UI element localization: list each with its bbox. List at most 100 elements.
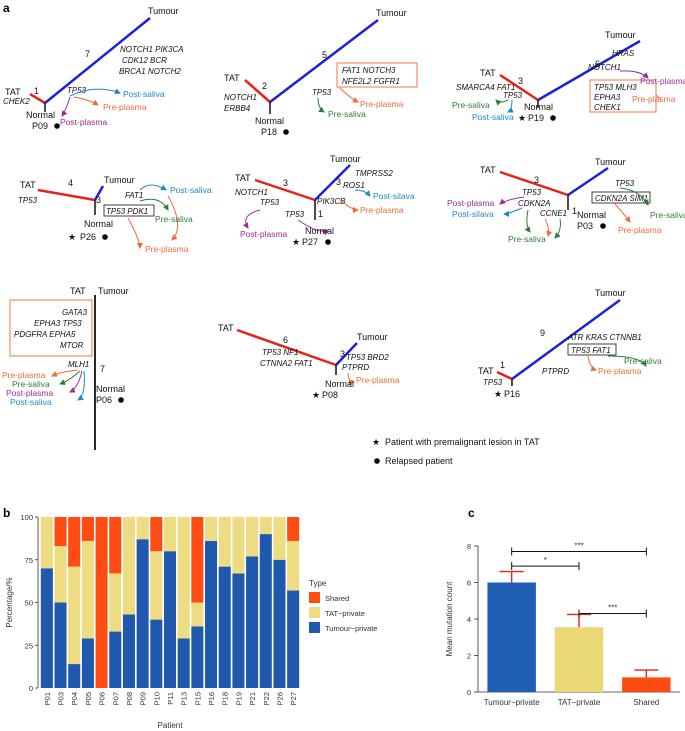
y-tick-label: 100 [20,513,33,522]
trunk-count: 1 [34,86,39,96]
tree-p19: Tumour TAT 3 6 SMARCA4 FAT1 TP53 HRAS NO… [452,30,685,123]
gene-label: NOTCH1 [588,63,621,72]
sample-label: Pre-saliva [508,234,546,244]
gene-label: TP53 [503,91,523,100]
tat-label: TAT [70,286,86,296]
bar-segment [246,556,259,688]
bar-segment [273,559,286,688]
branch-count: 3 [96,195,101,205]
bar-segment [54,602,67,688]
bar-segment [246,517,259,557]
bar-segment [150,551,163,620]
sample-label: Pre-plasma [145,244,189,254]
gene-label: PTPRD [342,363,369,372]
tree-p27: Tumour TAT 3 3 1 TMPRSS2 ROS1 PIK3CB NOT… [235,154,415,247]
x-tick-label: P10 [152,692,161,705]
normal-label: Normal [96,384,125,394]
gene-box [567,343,617,356]
bar-segment [136,517,149,540]
bar-segment [218,517,231,567]
x-tick-label: P16 [207,692,216,705]
gene-label: CTNNA2 FAT1 [260,359,313,368]
gene-label: TP53 MLH3 [594,83,637,92]
sample-label: Pre-saliva [328,109,366,119]
sample-label: Post-silava [452,209,494,219]
gene-label: TP53 NF1 [262,348,298,357]
x-tick-label: TAT−private [558,698,601,707]
patient-label: P09 [32,121,48,131]
bar-segment [109,631,122,688]
bar-segment [81,638,94,688]
gene-box [103,204,155,217]
bar-segment [54,517,67,547]
sample-label: Pre-plasma [618,225,662,235]
gene-label: SMARCA4 FAT1 [456,83,515,92]
gene-label: TP53 [260,198,280,207]
sample-label: Pre-saliva [12,379,50,389]
gene-label: CDKN2A SIM1 [595,194,648,203]
x-tick-label: P01 [43,692,52,705]
bar-segment [273,517,286,560]
gene-box [591,191,651,204]
gene-label: ROS1 [343,181,365,190]
sample-label: Post-saliva [472,112,514,122]
trunk-count: 3 [534,175,539,185]
gene-label: MTOR [60,341,84,350]
branch-count: 7 [100,364,105,374]
x-tick-label: Shared [633,698,659,707]
x-tick-label: P21 [248,692,257,705]
gene-label: CCNE1 [540,209,567,218]
tree-p18: Tumour TAT 2 5 NOTCH1 ERBB4 FAT1 NOTCH3 … [224,8,418,137]
y-tick-label: 2 [467,652,471,661]
tat-label: TAT [235,173,251,183]
tat-label: TAT [20,180,36,190]
premalignant-marker: ★ [312,390,320,400]
trunk-count: 3 [518,76,523,86]
y-axis-label: Mean mutation count [445,581,454,656]
tumour-label: Tumour [595,157,626,167]
gene-box [589,79,657,113]
legend-label: TAT−private [325,609,365,618]
gene-label: PTPRD [542,367,569,376]
y-tick-label: 50 [25,599,33,608]
chart-b: 0 25 50 75 100 P01 P03 P04 P05 P06 P07 P08 P09 P10 P11… [5,513,377,730]
normal-label: Normal [305,226,334,236]
trunk-count: 4 [68,178,73,188]
bar-segment [54,546,67,603]
gene-label: EPHA3 TP53 [34,319,82,328]
relapsed-marker [54,123,60,129]
sample-label: Post-saliva [170,185,212,195]
bar-segment [191,602,204,627]
bar-segment [232,517,245,574]
branch-count: 1 [318,209,323,219]
bar-segment [259,517,272,535]
premalignant-marker: ★ [494,389,502,399]
x-tick-label: P07 [111,692,120,705]
sample-label: Post-plasma [640,76,685,86]
gene-label: CHEK2 [3,97,30,106]
x-tick-label: P13 [180,692,189,705]
legend-a: ★ Patient with premalignant lesion in TA… [372,437,540,466]
bar-segment [177,517,190,639]
y-tick-label: 6 [467,579,471,588]
y-axis-label: Percentage/% [5,577,14,627]
normal-label: Normal [84,219,113,229]
bar-segment [81,540,94,639]
sample-label: Post-plasma [447,198,495,208]
tree-p09: Tumour TAT CHEK2 1 7 NOTCH1 PIK3CA CDK12… [3,6,184,131]
patient-label: P08 [322,390,338,400]
bar-segment [191,626,204,688]
premalignant-marker: ★ [68,232,76,242]
x-tick-label: P08 [125,692,134,705]
sample-label: Post-plasma [240,229,288,239]
bar-segment [191,517,204,603]
patient-label: P27 [302,237,318,247]
gene-label: ATR KRAS CTNNB1 [567,333,642,342]
x-tick-label: P18 [221,692,230,705]
tat-label: TAT [218,323,234,333]
bar-segment [232,573,245,688]
star-icon: ★ [372,437,380,447]
gene-label: CDKN2A [518,199,550,208]
gene-label: NOTCH1 [235,188,268,197]
bar-segment [205,540,218,688]
